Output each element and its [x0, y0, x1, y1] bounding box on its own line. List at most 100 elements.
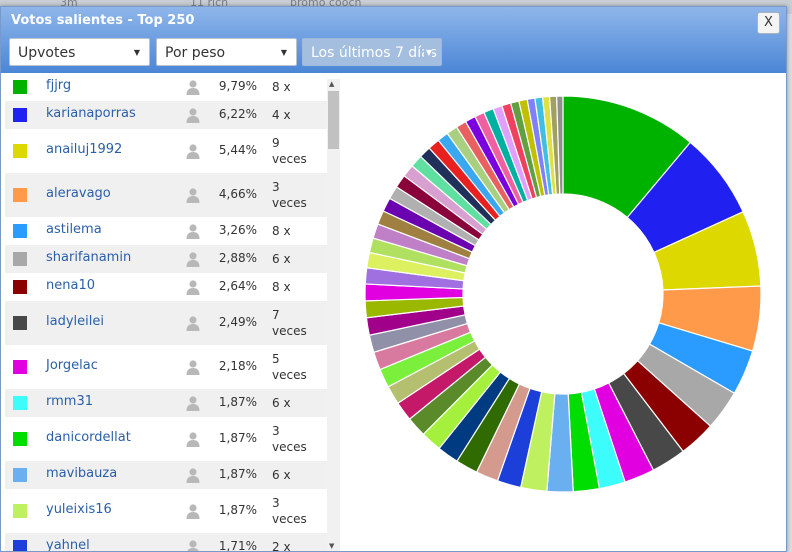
user-icon [186, 432, 200, 447]
vote-type-value: Upvotes [18, 45, 76, 61]
caret-down-icon: ▼ [423, 39, 432, 65]
voter-row: aleravago 4,66% 3 veces [5, 173, 327, 217]
dialog-header: Votos salientes - Top 250 X Upvotes ▼ Po… [1, 7, 786, 73]
voter-vote-count: 6 x [272, 396, 291, 410]
voter-percent: 6,22% [218, 107, 257, 121]
period-select[interactable]: Los últimos 7 días ▼ [302, 38, 442, 66]
user-icon [186, 360, 200, 375]
user-icon [186, 396, 200, 411]
voter-percent: 1,87% [218, 431, 257, 445]
voter-name-link[interactable]: astilema [46, 222, 102, 237]
voter-vote-count: 8 x [272, 224, 291, 238]
user-icon [186, 280, 200, 295]
voter-row: anailuj1992 5,44% 9 veces [5, 129, 327, 173]
voter-name-link[interactable]: nena10 [46, 278, 95, 293]
voter-vote-count: 8 x [272, 280, 291, 294]
user-icon [186, 188, 200, 203]
voter-color-swatch [13, 360, 27, 374]
close-button[interactable]: X [757, 12, 780, 34]
voter-color-swatch [13, 252, 27, 266]
voter-vote-count: 6 x [272, 252, 291, 266]
scroll-down-icon[interactable]: ▼ [329, 542, 335, 550]
top-voters-dialog: Votos salientes - Top 250 X Upvotes ▼ Po… [0, 6, 787, 552]
voter-vote-count: 3 veces [272, 180, 307, 210]
background-tab: 11 rich [190, 0, 229, 9]
voter-row: yuleixis16 1,87% 3 veces [5, 489, 327, 533]
voter-percent: 1,87% [218, 503, 257, 517]
voter-row: danicordellat 1,87% 3 veces [5, 417, 327, 461]
user-icon [186, 108, 200, 123]
voter-vote-count: 9 veces [272, 136, 307, 166]
voter-color-swatch [13, 504, 27, 518]
voter-percent: 1,87% [218, 467, 257, 481]
voter-percent: 9,79% [218, 79, 257, 93]
voter-name-link[interactable]: anailuj1992 [46, 142, 123, 157]
list-scrollbar[interactable]: ▲ ▼ [327, 79, 340, 551]
voter-row: mavibauza 1,87% 6 x [5, 461, 327, 489]
voter-name-link[interactable]: Jorgelac [46, 358, 98, 373]
user-icon [186, 80, 200, 95]
voter-name-link[interactable]: ladyleilei [46, 314, 104, 329]
voter-name-link[interactable]: sharifanamin [46, 250, 132, 265]
period-value: Los últimos 7 días [311, 45, 437, 61]
voters-donut-chart [364, 95, 762, 493]
background-tab: promo cooch [290, 0, 362, 9]
voter-vote-count: 6 x [272, 468, 291, 482]
donut-slice[interactable] [556, 95, 564, 195]
voter-row: fjjrg 9,79% 8 x [5, 73, 327, 101]
voter-list: fjjrg 9,79% 8 x karianaporras 6,22% 4 x anailu… [5, 73, 327, 551]
user-icon [186, 316, 200, 331]
voter-name-link[interactable]: fjjrg [46, 78, 72, 93]
voter-percent: 1,87% [218, 395, 257, 409]
voter-name-link[interactable]: rmm31 [46, 394, 93, 409]
vote-type-select[interactable]: Upvotes ▼ [9, 38, 150, 66]
voter-vote-count: 3 veces [272, 496, 307, 526]
voter-percent: 2,88% [218, 251, 257, 265]
voter-color-swatch [13, 432, 27, 446]
voter-name-link[interactable]: aleravago [46, 186, 111, 201]
voter-name-link[interactable]: yahnel [46, 538, 90, 551]
voter-color-swatch [13, 188, 27, 202]
voter-percent: 1,71% [218, 539, 257, 551]
voter-percent: 3,26% [218, 223, 257, 237]
user-icon [186, 504, 200, 519]
voter-percent: 4,66% [218, 187, 257, 201]
voter-vote-count: 5 veces [272, 352, 307, 382]
voter-color-swatch [13, 280, 27, 294]
voter-row: sharifanamin 2,88% 6 x [5, 245, 327, 273]
voter-name-link[interactable]: danicordellat [46, 430, 131, 445]
user-icon [186, 144, 200, 159]
voter-row: ladyleilei 2,49% 7 veces [5, 301, 327, 345]
voter-color-swatch [13, 540, 27, 551]
voter-name-link[interactable]: karianaporras [46, 106, 136, 121]
voter-percent: 2,64% [218, 279, 257, 293]
voter-vote-count: 3 veces [272, 424, 307, 454]
voter-row: Jorgelac 2,18% 5 veces [5, 345, 327, 389]
voter-color-swatch [13, 468, 27, 482]
voter-percent: 5,44% [218, 143, 257, 157]
voter-color-swatch [13, 108, 27, 122]
voter-name-link[interactable]: mavibauza [46, 466, 118, 481]
voter-percent: 2,18% [218, 359, 257, 373]
voter-row: astilema 3,26% 8 x [5, 217, 327, 245]
voter-vote-count: 8 x [272, 80, 291, 94]
caret-down-icon: ▼ [133, 48, 140, 57]
scrollbar-thumb[interactable] [328, 91, 339, 149]
voter-percent: 2,49% [218, 315, 257, 329]
voter-color-swatch [13, 224, 27, 238]
voter-color-swatch [13, 144, 27, 158]
voter-color-swatch [13, 396, 27, 410]
weight-select[interactable]: Por peso ▼ [156, 38, 297, 66]
caret-down-icon: ▼ [280, 48, 287, 57]
voter-color-swatch [13, 316, 27, 330]
user-icon [186, 468, 200, 483]
voter-row: yahnel 1,71% 2 x [5, 533, 327, 551]
voter-row: rmm31 1,87% 6 x [5, 389, 327, 417]
user-icon [186, 252, 200, 267]
scroll-up-icon[interactable]: ▲ [329, 80, 335, 88]
dialog-title: Votos salientes - Top 250 [11, 13, 195, 28]
voter-vote-count: 2 x [272, 540, 291, 551]
voter-color-swatch [13, 80, 27, 94]
voter-vote-count: 7 veces [272, 308, 307, 338]
voter-name-link[interactable]: yuleixis16 [46, 502, 112, 517]
